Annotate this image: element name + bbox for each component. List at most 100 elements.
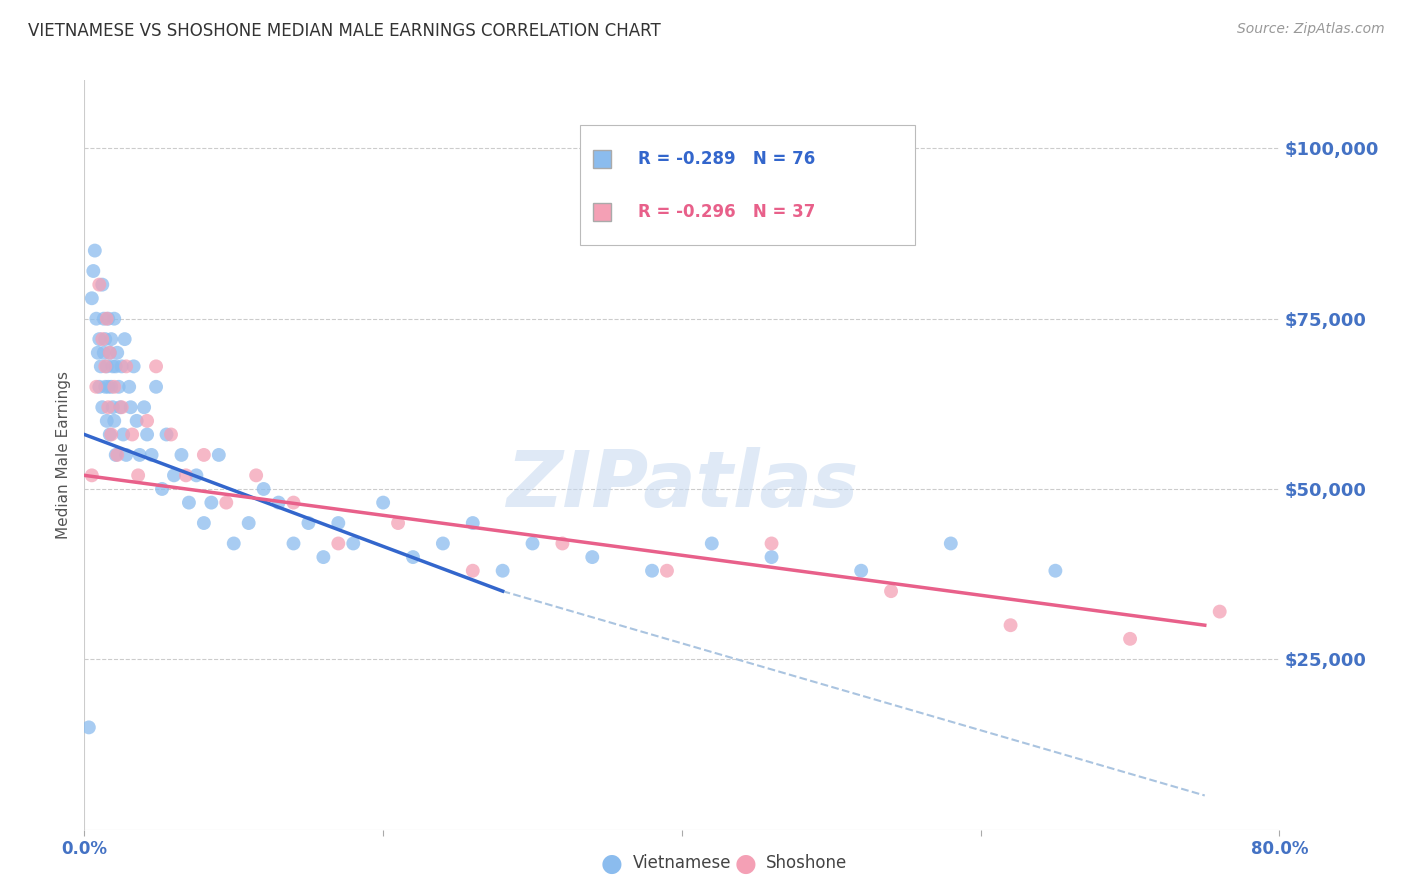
Point [461, 516, 484, 530]
Text: VIETNAMESE VS SHOSHONE MEDIAN MALE EARNINGS CORRELATION CHART: VIETNAMESE VS SHOSHONE MEDIAN MALE EARNI… [28, 22, 661, 40]
Point [461, 564, 484, 578]
Text: ●: ● [600, 852, 623, 875]
Point [141, 448, 163, 462]
Point [1329, 618, 1351, 632]
Point [94, 332, 117, 346]
Point [283, 536, 305, 550]
Point [186, 468, 208, 483]
Point [373, 495, 395, 509]
Point [145, 380, 167, 394]
Point [90, 359, 112, 374]
Point [522, 536, 544, 550]
Text: ●: ● [734, 852, 756, 875]
Text: R = -0.289   N = 76: R = -0.289 N = 76 [638, 150, 815, 168]
Text: R = -0.296   N = 37: R = -0.296 N = 37 [638, 202, 815, 220]
Point [89, 332, 111, 346]
Point [128, 448, 150, 462]
Point [101, 401, 124, 415]
Point [402, 550, 425, 565]
Y-axis label: Median Male Earnings: Median Male Earnings [56, 371, 72, 539]
Point [125, 414, 148, 428]
Point [115, 448, 138, 462]
Point [94, 380, 117, 394]
Point [96, 311, 118, 326]
Point [163, 468, 186, 483]
Point [492, 564, 515, 578]
Point [83, 244, 105, 258]
Point [101, 359, 124, 374]
Point [80, 291, 103, 305]
Point [103, 414, 125, 428]
Point [170, 448, 193, 462]
Point [132, 401, 156, 415]
Point [655, 564, 678, 578]
Point [80, 468, 103, 483]
Point [1045, 564, 1067, 578]
Point [222, 536, 245, 550]
Point [105, 448, 128, 462]
Point [267, 495, 290, 509]
Point [1284, 632, 1306, 646]
Point [105, 345, 128, 359]
Text: Shoshone: Shoshone [766, 855, 848, 872]
Point [551, 536, 574, 550]
Point [150, 482, 173, 496]
Point [115, 359, 138, 374]
Point [193, 448, 215, 462]
Text: Vietnamese: Vietnamese [633, 855, 731, 872]
Point [939, 536, 962, 550]
Point [86, 380, 108, 394]
Point [761, 550, 783, 565]
Point [98, 345, 121, 359]
Point [100, 380, 122, 394]
Point [253, 482, 276, 496]
Point [700, 536, 723, 550]
FancyBboxPatch shape [581, 125, 915, 245]
Point [851, 564, 873, 578]
Point [342, 536, 364, 550]
Point [94, 359, 117, 374]
Point [91, 401, 114, 415]
Point [82, 264, 104, 278]
Point [122, 359, 145, 374]
Point [880, 584, 903, 599]
Point [110, 401, 132, 415]
Point [581, 550, 603, 565]
Point [136, 414, 159, 428]
Point [641, 564, 664, 578]
Point [89, 380, 111, 394]
Point [93, 311, 115, 326]
Point [87, 345, 110, 359]
Point [238, 516, 260, 530]
Point [312, 550, 335, 565]
Point [77, 720, 100, 734]
Point [177, 495, 200, 509]
Point [200, 495, 222, 509]
Point [111, 359, 134, 374]
Point [245, 468, 267, 483]
Point [104, 359, 127, 374]
Point [86, 311, 108, 326]
Point [387, 516, 409, 530]
Point [121, 427, 143, 442]
Point [145, 359, 167, 374]
Point [96, 414, 118, 428]
Point [283, 495, 305, 509]
Point [93, 345, 115, 359]
Point [174, 468, 197, 483]
Point [120, 401, 142, 415]
Point [432, 536, 454, 550]
Point [1209, 605, 1232, 619]
Point [98, 427, 121, 442]
Point [96, 359, 118, 374]
Point [1119, 632, 1142, 646]
Point [208, 448, 231, 462]
Point [91, 277, 114, 292]
Point [112, 427, 135, 442]
Text: ZIPatlas: ZIPatlas [506, 447, 858, 523]
Point [103, 311, 125, 326]
Point [328, 516, 350, 530]
Point [1403, 605, 1406, 619]
Point [127, 468, 149, 483]
Point [136, 427, 159, 442]
